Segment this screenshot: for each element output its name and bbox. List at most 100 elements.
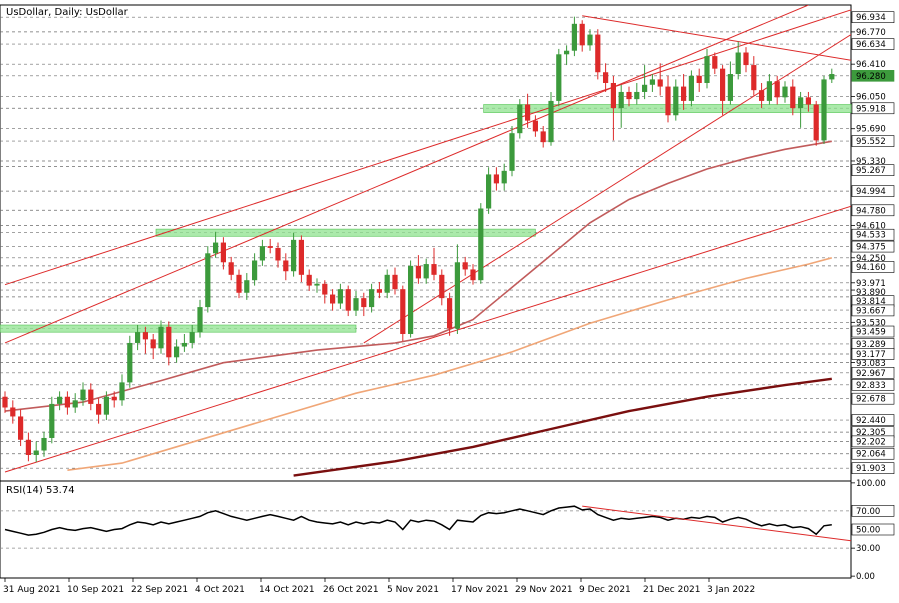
candle — [813, 100, 819, 146]
candle — [727, 61, 733, 105]
candle — [181, 333, 187, 352]
price-label-box — [851, 261, 895, 273]
candle — [564, 45, 570, 66]
candle-body — [681, 86, 687, 101]
candle — [462, 256, 468, 276]
candle-body — [96, 403, 102, 415]
candle-body — [314, 283, 320, 286]
candle-body — [486, 174, 492, 209]
candle — [493, 167, 499, 191]
candle — [657, 63, 663, 96]
candle — [205, 246, 211, 313]
candle — [298, 235, 304, 282]
candle-body — [252, 260, 258, 281]
candle — [642, 65, 648, 100]
candle — [587, 29, 593, 51]
price-label-box — [851, 325, 895, 338]
candle-body — [782, 86, 788, 98]
price-axis-label: 93.971 — [856, 279, 886, 289]
candle — [111, 391, 117, 408]
candle — [96, 398, 102, 424]
candle-body — [603, 72, 609, 83]
price-label-box — [851, 102, 895, 115]
candle — [361, 292, 367, 317]
price-label-box — [851, 164, 895, 176]
rsi-trend-line — [582, 505, 852, 542]
candle — [782, 81, 788, 103]
price-axis-label: 92.305 — [856, 428, 886, 438]
candle — [454, 244, 460, 334]
rsi-axis-label: 100.00 — [856, 479, 886, 489]
candle — [634, 82, 640, 105]
candle-body — [220, 242, 226, 263]
candle-body — [111, 396, 117, 401]
date-axis-label: 26 Oct 2021 — [323, 585, 379, 595]
candle-body — [18, 416, 24, 440]
candle — [158, 320, 164, 354]
candle-body — [501, 170, 507, 184]
candle-body — [774, 81, 780, 98]
candle-body — [306, 274, 312, 286]
candle-body — [696, 75, 702, 83]
moving-average-line — [4, 140, 832, 412]
candle — [735, 41, 741, 80]
candle-body — [720, 68, 726, 101]
support-zone — [0, 324, 357, 333]
price-axis-label: 94.994 — [856, 187, 886, 197]
candle — [2, 391, 8, 413]
candle-body — [10, 407, 16, 417]
price-axis-label: 91.903 — [856, 464, 886, 474]
date-axis-label: 10 Sep 2021 — [67, 585, 124, 595]
candle — [501, 163, 507, 191]
trend-line — [582, 15, 851, 61]
candle — [626, 86, 632, 107]
candle-body — [25, 439, 31, 456]
candle-body — [415, 265, 421, 279]
candle — [579, 20, 585, 52]
trend-lines — [4, 5, 851, 473]
candle-body — [158, 326, 164, 349]
candle-body — [166, 326, 172, 358]
price-axis-label: 95.330 — [856, 157, 886, 167]
candle — [712, 52, 718, 75]
candle — [509, 126, 515, 177]
candle — [447, 292, 453, 336]
candle-body — [345, 289, 351, 311]
candle — [244, 273, 250, 300]
candle — [673, 79, 679, 121]
candle — [10, 400, 16, 424]
candle-body — [181, 342, 187, 347]
price-axis-label: 93.289 — [856, 340, 886, 350]
candle-body — [330, 294, 336, 304]
candle-body — [642, 84, 648, 92]
candle-body — [665, 86, 671, 116]
price-axis-label: 94.533 — [856, 231, 886, 241]
rsi-chart-title: RSI(14) 53.74 — [6, 485, 75, 496]
candle-body — [244, 280, 250, 293]
candle-body — [197, 307, 203, 333]
candle-body — [103, 396, 109, 415]
candle — [408, 260, 414, 338]
candle — [759, 82, 765, 109]
candle-body — [517, 104, 523, 134]
price-label-box — [851, 447, 895, 460]
price-axis-label: 93.177 — [856, 350, 886, 360]
candle — [220, 237, 226, 270]
candle-body — [743, 52, 749, 66]
candle-body — [649, 79, 655, 85]
candle — [486, 167, 492, 214]
price-axis-label: 96.770 — [856, 28, 886, 38]
candle-body — [408, 265, 414, 334]
candle — [103, 391, 109, 421]
candle — [431, 247, 437, 281]
candle — [400, 285, 406, 342]
candle — [415, 255, 421, 284]
candle — [189, 325, 195, 349]
candle-body — [540, 131, 546, 143]
candle — [821, 75, 827, 144]
price-axis-label: 92.064 — [856, 450, 886, 460]
price-label-box — [851, 348, 895, 360]
price-label-box — [851, 414, 895, 426]
candle — [64, 391, 70, 415]
rsi-axis-label: 70.00 — [856, 507, 880, 517]
